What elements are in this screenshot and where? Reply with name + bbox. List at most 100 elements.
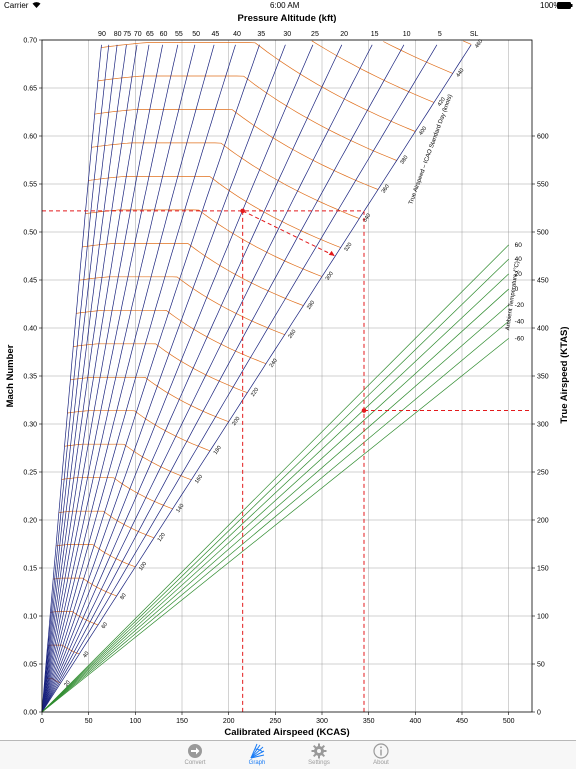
tab-label-convert: Convert xyxy=(184,760,206,766)
example-arrowhead xyxy=(328,250,335,256)
altitude-label-80: 80 xyxy=(114,31,122,38)
temperature-line-20 xyxy=(41,273,509,713)
tas-contour-160 xyxy=(64,443,192,481)
y-tick-label-0.35: 0.35 xyxy=(23,374,37,381)
y-tick-label-0.25: 0.25 xyxy=(23,470,37,477)
tab-graph[interactable]: Graph xyxy=(232,742,282,768)
altitude-label-30: 30 xyxy=(283,31,291,38)
y-tick-label-0.50: 0.50 xyxy=(23,230,37,237)
temperature-line--60 xyxy=(41,338,509,713)
altitude-label-55: 55 xyxy=(175,31,183,38)
battery-percent: 100% xyxy=(540,1,561,10)
x-tick-label-0: 0 xyxy=(40,718,44,725)
wifi-icon xyxy=(32,1,41,10)
tas-contour-100 xyxy=(55,544,136,568)
altitude-line-20 xyxy=(41,44,343,713)
tas-contour-460 xyxy=(463,40,472,45)
example-point-mach xyxy=(240,208,245,214)
tab-settings[interactable]: Settings xyxy=(294,742,344,768)
temperature-line--40 xyxy=(41,320,509,713)
tas-label-200: 200 xyxy=(231,416,241,427)
tab-convert[interactable]: Convert xyxy=(170,742,220,768)
altitude-label-20: 20 xyxy=(340,31,348,38)
tas-label-280: 280 xyxy=(306,300,316,311)
altitude-line-0 xyxy=(41,44,472,713)
altitude-label-35: 35 xyxy=(257,31,265,38)
airspeed-chart[interactable]: 2040608010012014016018020022024026028030… xyxy=(0,10,576,740)
altitude-label-5: 5 xyxy=(438,31,442,38)
y2-tick-label-600: 600 xyxy=(537,134,549,141)
tas-contour-140 xyxy=(61,477,173,510)
status-bar: Carrier 6:00 AM 100% xyxy=(0,0,576,12)
tas-label-180: 180 xyxy=(213,445,223,456)
tab-about[interactable]: About xyxy=(356,742,406,768)
tas-contour-280 xyxy=(82,243,304,306)
example-point-ktas xyxy=(361,408,367,413)
altitude-label-90: 90 xyxy=(98,31,106,38)
altitude-line-15 xyxy=(41,44,373,713)
y-tick-label-0.10: 0.10 xyxy=(23,614,37,621)
temperature-label-60: 60 xyxy=(515,242,523,249)
battery-icon xyxy=(557,2,573,11)
temperature-line-0 xyxy=(41,288,509,713)
temperature-label-40: 40 xyxy=(515,256,523,263)
tas-label-260: 260 xyxy=(287,329,297,340)
altitude-label-25: 25 xyxy=(311,31,319,38)
altitude-line-50 xyxy=(41,44,196,713)
x-tick-label-100: 100 xyxy=(129,718,141,725)
tas-label-300: 300 xyxy=(325,271,335,282)
temperature-label-20: 20 xyxy=(515,271,523,278)
altitude-line-60 xyxy=(41,44,163,713)
x-tick-label-50: 50 xyxy=(85,718,93,725)
temperature-label--60: -60 xyxy=(515,335,525,342)
tas-label-60: 60 xyxy=(101,622,109,630)
tas-label-220: 220 xyxy=(250,387,260,398)
example-tas-arrow-line xyxy=(242,210,335,257)
tas-contour-440 xyxy=(383,41,453,74)
altitude-label-65: 65 xyxy=(146,31,154,38)
altitude-label-10: 10 xyxy=(403,31,411,38)
example-path xyxy=(42,208,532,712)
tas-label-380: 380 xyxy=(399,155,409,166)
altitude-line-85 xyxy=(41,44,110,713)
x-tick-label-250: 250 xyxy=(269,718,281,725)
altitude-label-50: 50 xyxy=(192,31,200,38)
altitude-line-5 xyxy=(41,44,438,713)
y2-tick-label-250: 250 xyxy=(537,470,549,477)
y-tick-label-0.65: 0.65 xyxy=(23,86,37,93)
tas-contour-240 xyxy=(76,309,267,365)
temperature-label--40: -40 xyxy=(515,318,525,325)
graph-icon xyxy=(249,743,265,759)
chart-grid xyxy=(42,39,532,712)
tas-label-440: 440 xyxy=(455,68,465,79)
tas-label-320: 320 xyxy=(343,242,353,253)
tas-contour-340 xyxy=(91,142,360,219)
y-tick-label-0.15: 0.15 xyxy=(23,566,37,573)
arrow-right-icon xyxy=(187,743,203,759)
x-tick-label-450: 450 xyxy=(456,718,468,725)
x-tick-label-150: 150 xyxy=(176,718,188,725)
tas-contour-220 xyxy=(73,343,248,394)
tas-label-80: 80 xyxy=(119,593,127,601)
status-time: 6:00 AM xyxy=(270,1,300,10)
y-tick-label-0.30: 0.30 xyxy=(23,422,37,429)
tas-label-460: 460 xyxy=(474,39,484,50)
carrier-label: Carrier xyxy=(4,1,29,10)
x-tick-label-400: 400 xyxy=(409,718,421,725)
altitude-line-45 xyxy=(41,44,215,713)
tas-label-40: 40 xyxy=(82,651,90,659)
tas-label-120: 120 xyxy=(157,532,167,543)
tas-label-20: 20 xyxy=(63,680,71,688)
y2-tick-label-0: 0 xyxy=(537,710,541,717)
y-axis-title: Mach Number xyxy=(5,344,16,407)
tab-label-settings: Settings xyxy=(308,760,330,766)
altitude-label-45: 45 xyxy=(212,31,220,38)
altitude-lines: 90 80 75 70 65 60 55 50 45 40 35 30 25 20 15 10 5 SL xyxy=(41,31,479,713)
y-tick-label-0.00: 0.00 xyxy=(23,710,37,717)
altitude-label-60: 60 xyxy=(160,31,168,38)
x-axis-title: Calibrated Airspeed (KCAS) xyxy=(224,727,349,738)
y2-tick-label-200: 200 xyxy=(537,518,549,525)
altitude-line-75 xyxy=(41,44,127,713)
tas-contour-420 xyxy=(311,40,435,103)
